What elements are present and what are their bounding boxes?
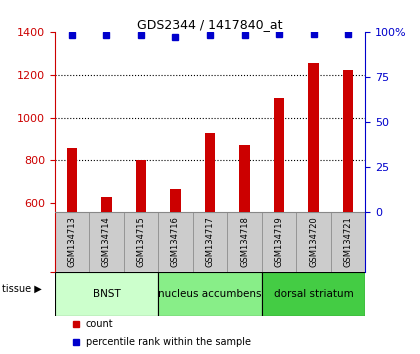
FancyBboxPatch shape (297, 212, 331, 272)
Bar (67, 148, 77, 212)
FancyBboxPatch shape (193, 212, 227, 272)
FancyBboxPatch shape (158, 272, 262, 315)
Text: GSM134718: GSM134718 (240, 216, 249, 267)
FancyBboxPatch shape (227, 212, 262, 272)
Text: BNST: BNST (92, 289, 120, 299)
Text: GSM134719: GSM134719 (275, 217, 284, 267)
FancyBboxPatch shape (262, 212, 297, 272)
Text: GSM134720: GSM134720 (309, 217, 318, 267)
FancyBboxPatch shape (89, 212, 123, 272)
Bar (239, 145, 250, 212)
Bar (274, 98, 284, 212)
Bar (343, 70, 353, 212)
FancyBboxPatch shape (158, 212, 193, 272)
FancyBboxPatch shape (55, 272, 158, 315)
Bar (205, 133, 215, 212)
Bar (136, 160, 146, 212)
Bar (170, 189, 181, 212)
Text: GSM134714: GSM134714 (102, 217, 111, 267)
Text: nucleus accumbens: nucleus accumbens (158, 289, 262, 299)
FancyBboxPatch shape (262, 272, 365, 315)
Title: GDS2344 / 1417840_at: GDS2344 / 1417840_at (137, 18, 283, 31)
FancyBboxPatch shape (55, 212, 89, 272)
Text: GSM134713: GSM134713 (67, 216, 76, 267)
Text: percentile rank within the sample: percentile rank within the sample (86, 337, 251, 347)
Bar (308, 63, 319, 212)
Text: tissue ▶: tissue ▶ (2, 284, 42, 293)
Text: GSM134717: GSM134717 (205, 216, 215, 267)
FancyBboxPatch shape (123, 212, 158, 272)
Text: dorsal striatum: dorsal striatum (274, 289, 354, 299)
Text: GSM134716: GSM134716 (171, 216, 180, 267)
Bar (101, 197, 112, 212)
Text: count: count (86, 319, 113, 329)
FancyBboxPatch shape (331, 212, 365, 272)
Text: GSM134715: GSM134715 (136, 217, 145, 267)
Text: GSM134721: GSM134721 (344, 217, 353, 267)
